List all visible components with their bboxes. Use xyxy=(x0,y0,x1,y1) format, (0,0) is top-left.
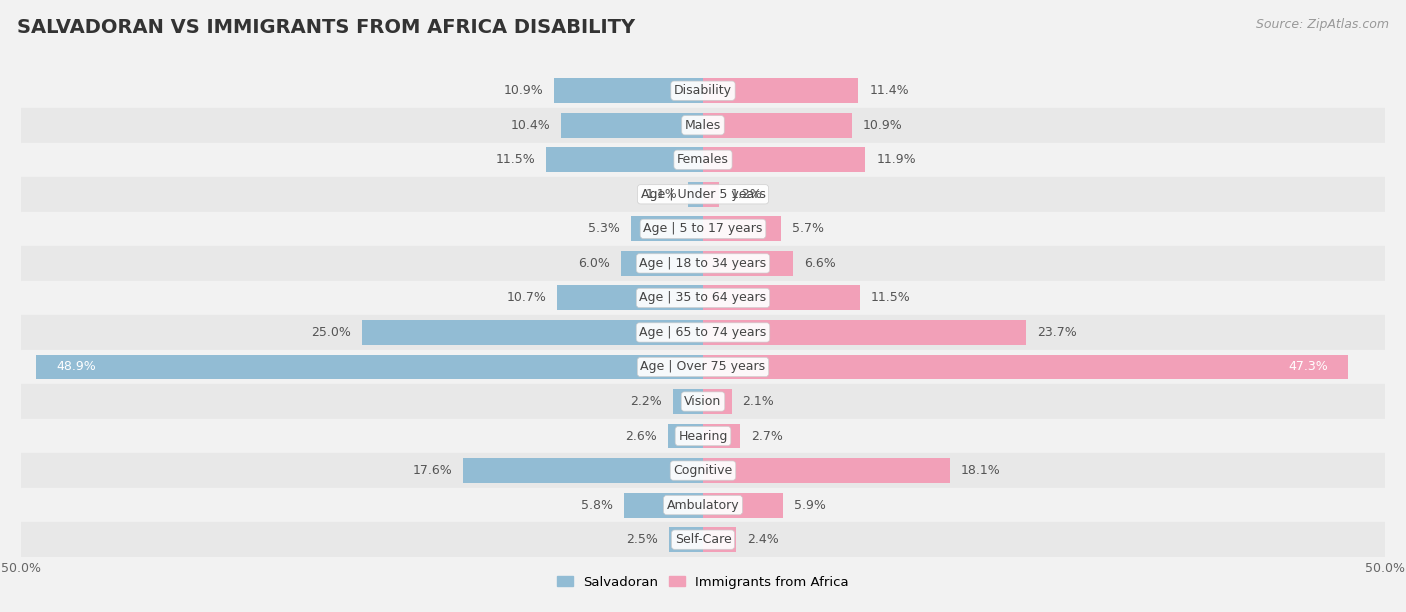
Bar xyxy=(703,354,1348,379)
Bar xyxy=(703,78,859,103)
Text: Disability: Disability xyxy=(673,84,733,97)
Bar xyxy=(703,389,731,414)
Bar xyxy=(703,493,783,518)
Bar xyxy=(703,320,1026,345)
Text: 5.9%: 5.9% xyxy=(794,499,827,512)
Bar xyxy=(703,527,735,552)
Bar xyxy=(703,147,865,172)
Text: Source: ZipAtlas.com: Source: ZipAtlas.com xyxy=(1256,18,1389,31)
Legend: Salvadoran, Immigrants from Africa: Salvadoran, Immigrants from Africa xyxy=(551,570,855,594)
Bar xyxy=(21,384,1385,419)
Text: Self-Care: Self-Care xyxy=(675,533,731,546)
Bar xyxy=(21,212,1385,246)
Text: 1.2%: 1.2% xyxy=(730,188,762,201)
Bar xyxy=(21,108,1385,143)
Text: 2.6%: 2.6% xyxy=(624,430,657,442)
Text: 11.5%: 11.5% xyxy=(495,153,536,166)
Bar xyxy=(561,113,703,138)
Text: 47.3%: 47.3% xyxy=(1288,360,1327,373)
Text: 2.2%: 2.2% xyxy=(630,395,662,408)
Text: 10.9%: 10.9% xyxy=(862,119,903,132)
Text: Age | 65 to 74 years: Age | 65 to 74 years xyxy=(640,326,766,339)
Bar xyxy=(621,251,703,276)
Text: 10.9%: 10.9% xyxy=(503,84,544,97)
Bar xyxy=(21,281,1385,315)
Text: 23.7%: 23.7% xyxy=(1038,326,1077,339)
Text: 5.8%: 5.8% xyxy=(581,499,613,512)
Bar xyxy=(21,246,1385,281)
Text: 1.1%: 1.1% xyxy=(645,188,678,201)
Text: Hearing: Hearing xyxy=(678,430,728,442)
Bar xyxy=(21,315,1385,349)
Bar xyxy=(546,147,703,172)
Text: Age | 35 to 64 years: Age | 35 to 64 years xyxy=(640,291,766,304)
Bar xyxy=(21,523,1385,557)
Text: 6.6%: 6.6% xyxy=(804,257,835,270)
Text: 11.5%: 11.5% xyxy=(870,291,911,304)
Bar xyxy=(21,143,1385,177)
Bar xyxy=(363,320,703,345)
Text: 11.4%: 11.4% xyxy=(869,84,910,97)
Text: Males: Males xyxy=(685,119,721,132)
Bar xyxy=(624,493,703,518)
Bar xyxy=(557,285,703,310)
Bar xyxy=(703,182,720,207)
Text: 2.7%: 2.7% xyxy=(751,430,783,442)
Text: Age | Over 75 years: Age | Over 75 years xyxy=(641,360,765,373)
Bar xyxy=(703,424,740,449)
Text: 10.4%: 10.4% xyxy=(510,119,550,132)
Bar xyxy=(668,424,703,449)
Text: Age | 18 to 34 years: Age | 18 to 34 years xyxy=(640,257,766,270)
Bar xyxy=(669,527,703,552)
Bar xyxy=(554,78,703,103)
Bar xyxy=(703,285,860,310)
Bar xyxy=(21,73,1385,108)
Text: Age | 5 to 17 years: Age | 5 to 17 years xyxy=(644,222,762,236)
Text: 5.7%: 5.7% xyxy=(792,222,824,236)
Text: Ambulatory: Ambulatory xyxy=(666,499,740,512)
Bar xyxy=(703,251,793,276)
Text: 25.0%: 25.0% xyxy=(311,326,352,339)
Bar xyxy=(21,453,1385,488)
Bar xyxy=(21,349,1385,384)
Text: 2.1%: 2.1% xyxy=(742,395,775,408)
Bar xyxy=(21,419,1385,453)
Bar xyxy=(21,488,1385,523)
Bar xyxy=(703,113,852,138)
Text: 11.9%: 11.9% xyxy=(876,153,915,166)
Text: SALVADORAN VS IMMIGRANTS FROM AFRICA DISABILITY: SALVADORAN VS IMMIGRANTS FROM AFRICA DIS… xyxy=(17,18,636,37)
Text: 48.9%: 48.9% xyxy=(56,360,96,373)
Text: Age | Under 5 years: Age | Under 5 years xyxy=(641,188,765,201)
Bar xyxy=(631,217,703,241)
Bar xyxy=(703,217,780,241)
Text: Cognitive: Cognitive xyxy=(673,464,733,477)
Bar xyxy=(21,177,1385,212)
Bar xyxy=(688,182,703,207)
Text: 17.6%: 17.6% xyxy=(412,464,453,477)
Bar xyxy=(673,389,703,414)
Text: 10.7%: 10.7% xyxy=(506,291,546,304)
Text: 18.1%: 18.1% xyxy=(960,464,1001,477)
Text: 2.4%: 2.4% xyxy=(747,533,779,546)
Bar xyxy=(37,354,703,379)
Text: 6.0%: 6.0% xyxy=(578,257,610,270)
Text: 2.5%: 2.5% xyxy=(626,533,658,546)
Bar xyxy=(703,458,950,483)
Text: 5.3%: 5.3% xyxy=(588,222,620,236)
Text: Females: Females xyxy=(678,153,728,166)
Bar xyxy=(463,458,703,483)
Text: Vision: Vision xyxy=(685,395,721,408)
